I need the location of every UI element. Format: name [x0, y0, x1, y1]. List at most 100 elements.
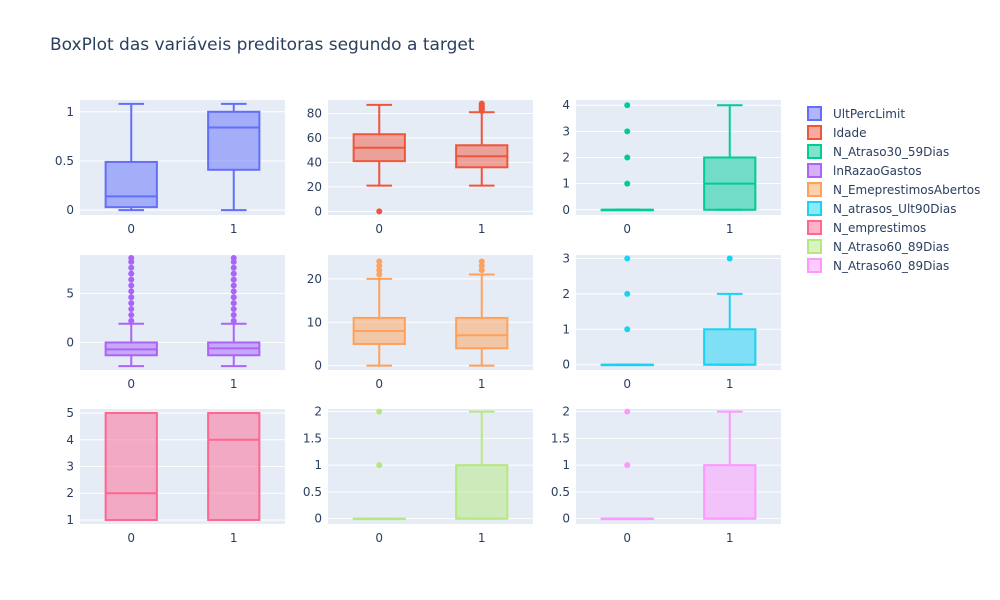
y-tick-label: 4 [66, 433, 74, 447]
subplot-1: 0 0.5 1 0 1 [55, 100, 285, 236]
subplot-4: 0 5 0 1 [66, 254, 285, 391]
legend-label: N_emprestimos [833, 221, 926, 235]
legend-swatch [807, 201, 822, 216]
legend-item[interactable]: Idade [807, 125, 867, 140]
y-tick-label: 0 [66, 335, 74, 349]
x-tick-label: 0 [375, 222, 383, 236]
y-tick-label: 1.5 [551, 431, 570, 445]
outlier-point [128, 254, 135, 261]
legend-label: N_EmeprestimosAbertos [833, 183, 980, 197]
legend: UltPercLimit Idade N_Atraso30_59Dias lnRaza… [807, 106, 980, 273]
x-tick-label: 0 [623, 222, 631, 236]
y-tick-label: 10 [307, 315, 322, 329]
outlier-point [624, 290, 631, 297]
outlier-point [624, 326, 631, 333]
legend-item[interactable]: UltPercLimit [807, 106, 905, 121]
legend-swatch [807, 239, 822, 254]
y-tick-label: 20 [307, 180, 322, 194]
legend-swatch [807, 163, 822, 178]
outlier-point [624, 255, 631, 262]
x-tick-label: 1 [726, 531, 734, 545]
box-iqr [703, 464, 757, 520]
box-iqr [104, 160, 158, 209]
y-tick-label: 0 [314, 512, 322, 526]
y-tick-label: 5 [66, 406, 74, 420]
outlier-point [128, 294, 135, 301]
box-0[interactable] [352, 408, 406, 521]
x-tick-label: 0 [127, 222, 135, 236]
legend-item[interactable]: N_emprestimos [807, 220, 926, 235]
box-0[interactable] [104, 254, 158, 368]
y-tick-label: 4 [562, 98, 570, 112]
outlier-point [624, 180, 631, 187]
outlier-point [478, 262, 485, 269]
y-tick-label: 1 [66, 105, 74, 119]
outlier-point [230, 306, 237, 313]
legend-label: lnRazaoGastos [833, 164, 922, 178]
legend-item[interactable]: lnRazaoGastos [807, 163, 922, 178]
legend-swatch [807, 144, 822, 159]
box-0[interactable] [104, 102, 158, 212]
y-tick-label: 0.5 [303, 485, 322, 499]
plot-background [328, 255, 533, 370]
legend-item[interactable]: N_Atraso30_59Dias [807, 144, 949, 159]
outlier-point [128, 306, 135, 313]
outlier-point [128, 300, 135, 307]
y-tick-label: 5 [66, 286, 74, 300]
y-tick-label: 3 [66, 460, 74, 474]
box-1[interactable] [455, 100, 509, 187]
y-tick-label: 2 [66, 486, 74, 500]
box-1[interactable] [207, 102, 261, 212]
legend-label: N_Atraso60_89Dias [833, 259, 949, 273]
outlier-point [128, 317, 135, 324]
legend-item[interactable]: N_EmeprestimosAbertos [807, 182, 980, 197]
box-0[interactable] [104, 412, 158, 521]
x-tick-label: 0 [127, 531, 135, 545]
legend-item[interactable]: N_Atraso60_89Dias [807, 258, 949, 273]
box-1[interactable] [207, 254, 261, 368]
outlier-point [376, 258, 383, 265]
box-iqr [703, 328, 757, 366]
legend-item[interactable]: N_atrasos_Ult90Dias [807, 201, 956, 216]
y-tick-label: 80 [307, 106, 322, 120]
x-tick-label: 0 [375, 377, 383, 391]
y-tick-label: 2 [562, 405, 570, 419]
y-tick-label: 1 [314, 458, 322, 472]
outlier-point [478, 267, 485, 274]
y-tick-label: 0 [66, 203, 74, 217]
box-0[interactable] [352, 103, 406, 215]
outlier-point [128, 282, 135, 289]
box-1[interactable] [703, 255, 757, 366]
y-tick-label: 20 [307, 272, 322, 286]
outlier-point [376, 462, 383, 469]
outlier-point [726, 255, 733, 262]
outlier-point [128, 311, 135, 318]
outlier-point [230, 288, 237, 295]
y-tick-label: 0.5 [551, 485, 570, 499]
box-1[interactable] [455, 410, 509, 520]
box-0[interactable] [600, 255, 654, 367]
x-tick-label: 1 [478, 222, 486, 236]
box-0[interactable] [352, 258, 406, 367]
box-1[interactable] [703, 104, 757, 211]
box-0[interactable] [600, 102, 654, 212]
y-tick-label: 0 [562, 512, 570, 526]
x-tick-label: 1 [726, 222, 734, 236]
box-0[interactable] [600, 408, 654, 521]
box-1[interactable] [207, 412, 261, 521]
legend-label: N_Atraso60_89Dias [833, 240, 949, 254]
box-1[interactable] [455, 258, 509, 367]
box-1[interactable] [703, 410, 757, 520]
y-tick-label: 0 [562, 203, 570, 217]
outlier-point [624, 154, 631, 161]
legend-label: N_atrasos_Ult90Dias [833, 202, 956, 216]
outlier-point [624, 462, 631, 469]
legend-item[interactable]: N_Atraso60_89Dias [807, 239, 949, 254]
outlier-point [624, 102, 631, 109]
legend-swatch [807, 106, 822, 121]
y-tick-label: 1 [66, 513, 74, 527]
outlier-point [128, 276, 135, 283]
box-iqr [207, 110, 261, 171]
outlier-point [230, 311, 237, 318]
legend-swatch [807, 125, 822, 140]
